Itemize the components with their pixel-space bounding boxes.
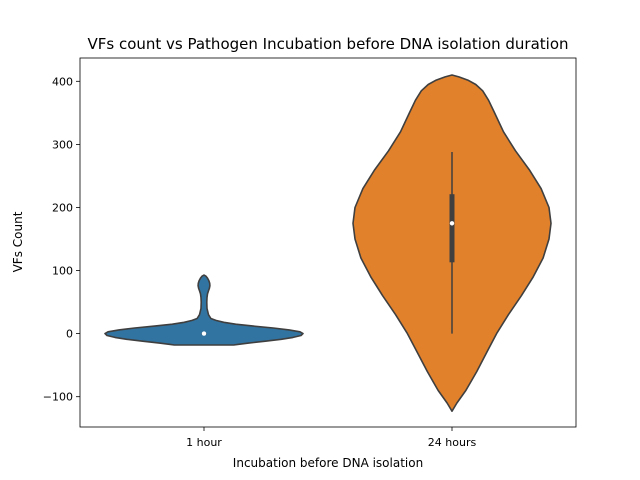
y-tick-label: 400 bbox=[52, 75, 73, 88]
y-axis-label: VFs Count bbox=[11, 211, 25, 272]
y-tick-label: −100 bbox=[43, 391, 73, 404]
plot-area bbox=[104, 74, 552, 413]
x-axis: 1 hour 24 hours bbox=[186, 427, 476, 449]
y-tick-label: 300 bbox=[52, 138, 73, 151]
x-tick-label: 24 hours bbox=[428, 436, 477, 449]
median-marker-1-hour bbox=[201, 331, 207, 336]
iqr-box-24-hours bbox=[449, 194, 455, 263]
y-tick-label: 0 bbox=[66, 328, 73, 341]
x-axis-label: Incubation before DNA isolation bbox=[233, 456, 423, 470]
violin-1-hour bbox=[104, 274, 304, 346]
y-tick-label: 100 bbox=[52, 265, 73, 278]
chart-title: VFs count vs Pathogen Incubation before … bbox=[87, 35, 568, 53]
y-axis: −100 0 100 200 300 400 bbox=[43, 75, 80, 404]
median-marker-24-hours bbox=[449, 221, 455, 226]
x-tick-label: 1 hour bbox=[186, 436, 222, 449]
plot-frame bbox=[79, 57, 577, 428]
y-tick-label: 200 bbox=[52, 202, 73, 215]
